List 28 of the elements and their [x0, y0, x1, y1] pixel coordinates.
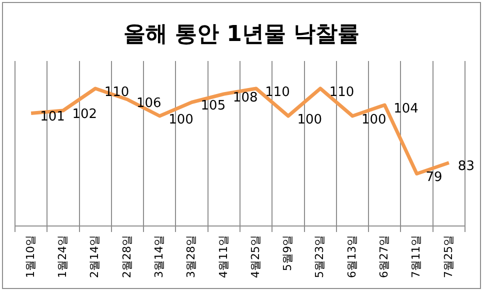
x-tick-label: 3월28일	[184, 235, 198, 278]
data-label: 100	[297, 112, 322, 128]
data-label: 100	[168, 112, 194, 128]
x-tick-label: 5월9일	[281, 235, 294, 272]
x-tick-label: 1월10일	[24, 235, 37, 278]
x-tick-label: 1월24일	[56, 235, 70, 278]
x-tick-label: 6월13일	[345, 235, 358, 278]
chart-title: 올해 통안 1년물 낙찰률	[122, 21, 361, 49]
data-label: 100	[362, 112, 386, 128]
x-tick-label: 7월11일	[410, 235, 423, 278]
data-label: 101	[40, 110, 65, 125]
x-tick-label: 4월11일	[216, 235, 230, 278]
data-label: 105	[200, 98, 226, 114]
data-label: 83	[458, 159, 474, 174]
x-tick-label: 2월28일	[120, 235, 134, 278]
data-label: 110	[265, 84, 290, 100]
x-tick-label: 2월14일	[88, 235, 102, 278]
data-label: 79	[426, 170, 442, 186]
data-label: 104	[394, 101, 418, 116]
x-tick-label: 7월25일	[442, 235, 455, 278]
data-label: 110	[329, 84, 354, 100]
data-label: 108	[232, 90, 258, 106]
x-tick-label: 3월14일	[152, 235, 166, 278]
x-tick-label: 4월25일	[248, 235, 262, 278]
x-tick-label: 6월27일	[378, 235, 390, 278]
x-tick-label: 5월23일	[313, 235, 326, 278]
data-label: 106	[136, 96, 162, 111]
data-label: 102	[72, 106, 98, 122]
